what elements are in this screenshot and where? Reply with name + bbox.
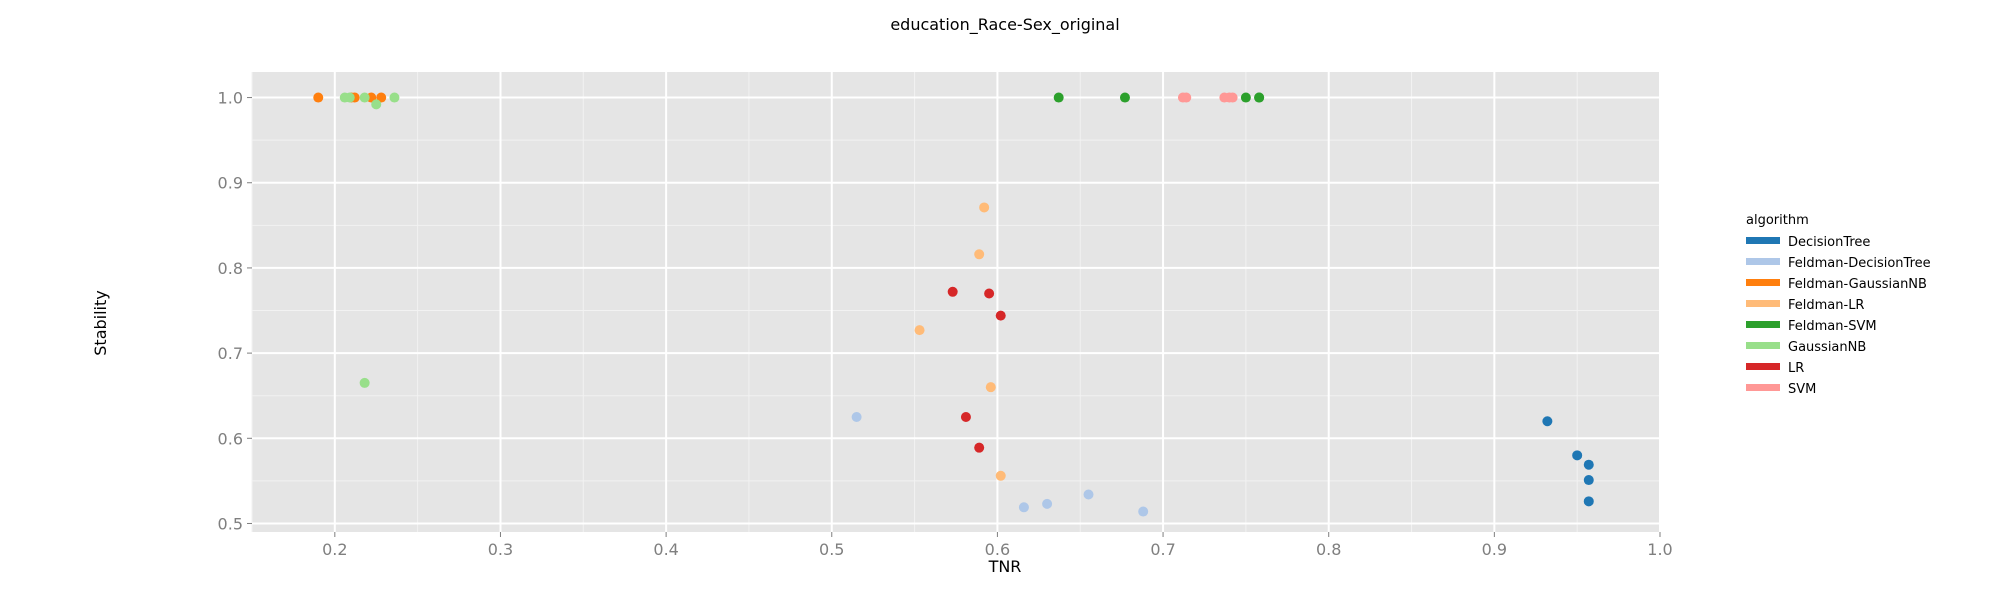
- y-axis-title: Stability: [91, 290, 110, 355]
- point-gaussiannb: [371, 99, 382, 110]
- x-tick-label: 0.9: [1482, 540, 1507, 559]
- point-feldman-decisiontree: [851, 412, 862, 422]
- point-feldman-lr: [974, 249, 985, 260]
- x-tick-label: 0.2: [322, 540, 347, 559]
- x-tick-label: 0.8: [1316, 540, 1341, 559]
- point-feldman-lr: [914, 325, 925, 336]
- y-tick-label: 0.6: [218, 429, 243, 448]
- legend-swatch-gaussiannb: [1746, 342, 1780, 349]
- point-feldman-lr: [985, 382, 996, 393]
- x-tick-label: 0.3: [488, 540, 513, 559]
- point-lr: [960, 412, 971, 422]
- x-axis-title: TNR: [988, 557, 1022, 576]
- legend-title: algorithm: [1746, 213, 1809, 228]
- point-feldman-decisiontree: [1138, 506, 1149, 517]
- point-decisiontree: [1583, 459, 1594, 470]
- x-tick-label: 0.7: [1150, 540, 1175, 559]
- point-decisiontree: [1542, 416, 1553, 427]
- point-lr: [974, 442, 985, 453]
- point-gaussiannb: [359, 92, 370, 103]
- legend-label-feldman-svm: Feldman-SVM: [1788, 319, 1877, 334]
- minor-gridlines: [251, 72, 1660, 532]
- x-axis-tick-labels: 0.2 0.3 0.4 0.5 0.6 0.7 0.8 0.9 1.0: [322, 540, 1673, 559]
- point-gaussiannb: [359, 377, 370, 388]
- point-feldman-svm: [1053, 92, 1064, 103]
- chart-title: education_Race-Sex_original: [890, 15, 1119, 35]
- point-decisiontree: [1572, 450, 1583, 461]
- point-feldman-lr: [979, 202, 990, 213]
- point-gaussiannb: [344, 92, 355, 103]
- point-lr: [947, 286, 958, 297]
- x-tick-label: 0.5: [819, 540, 844, 559]
- point-feldman-decisiontree: [1042, 498, 1053, 509]
- legend-swatch-feldman-decisiontree: [1746, 258, 1780, 265]
- legend-swatch-svm: [1746, 384, 1780, 391]
- legend-label-gaussiannb: GaussianNB: [1788, 340, 1866, 355]
- legend-swatch-feldman-svm: [1746, 321, 1780, 328]
- x-tick-label: 1.0: [1647, 540, 1672, 559]
- point-decisiontree: [1583, 475, 1594, 486]
- point-feldman-lr: [995, 470, 1006, 481]
- point-feldman-svm: [1119, 92, 1130, 103]
- legend-swatch-feldman-lr: [1746, 300, 1780, 307]
- major-gridlines: [252, 72, 1661, 532]
- legend-swatch-decisiontree: [1746, 237, 1780, 244]
- y-tick-label: 0.7: [218, 344, 243, 363]
- legend-label-lr: LR: [1788, 361, 1804, 376]
- legend: algorithm DecisionTree Feldman-DecisionTr…: [1746, 213, 1931, 397]
- point-svm: [1227, 92, 1238, 103]
- point-feldman-svm: [1240, 92, 1251, 103]
- point-feldman-svm: [1254, 92, 1265, 103]
- point-feldman-decisiontree: [1083, 489, 1094, 500]
- data-points: [313, 92, 1594, 517]
- point-gaussiannb: [389, 92, 400, 103]
- plot-background: [252, 72, 1660, 532]
- x-tick-label: 0.4: [653, 540, 678, 559]
- legend-label-feldman-gaussiannb: Feldman-GaussianNB: [1788, 277, 1927, 292]
- y-tick-label: 1.0: [218, 89, 243, 108]
- legend-swatch-lr: [1746, 363, 1780, 370]
- point-feldman-decisiontree: [1018, 502, 1029, 513]
- point-svm: [1181, 92, 1192, 103]
- legend-label-feldman-decisiontree: Feldman-DecisionTree: [1788, 256, 1931, 271]
- point-feldman-gaussiannb: [313, 92, 324, 103]
- y-tick-label: 0.5: [218, 514, 243, 533]
- y-axis-tick-labels: 0.5 0.6 0.7 0.8 0.9 1.0: [218, 89, 243, 534]
- legend-label-decisiontree: DecisionTree: [1788, 235, 1870, 250]
- y-tick-label: 0.9: [218, 174, 243, 193]
- point-lr: [995, 310, 1006, 321]
- legend-label-feldman-lr: Feldman-LR: [1788, 298, 1864, 313]
- axis-ticks: [247, 97, 1661, 537]
- legend-label-svm: SVM: [1788, 382, 1816, 397]
- point-lr: [984, 288, 995, 299]
- legend-swatch-feldman-gaussiannb: [1746, 279, 1780, 286]
- point-decisiontree: [1583, 496, 1594, 507]
- x-tick-label: 0.6: [985, 540, 1010, 559]
- y-tick-label: 0.8: [218, 259, 243, 278]
